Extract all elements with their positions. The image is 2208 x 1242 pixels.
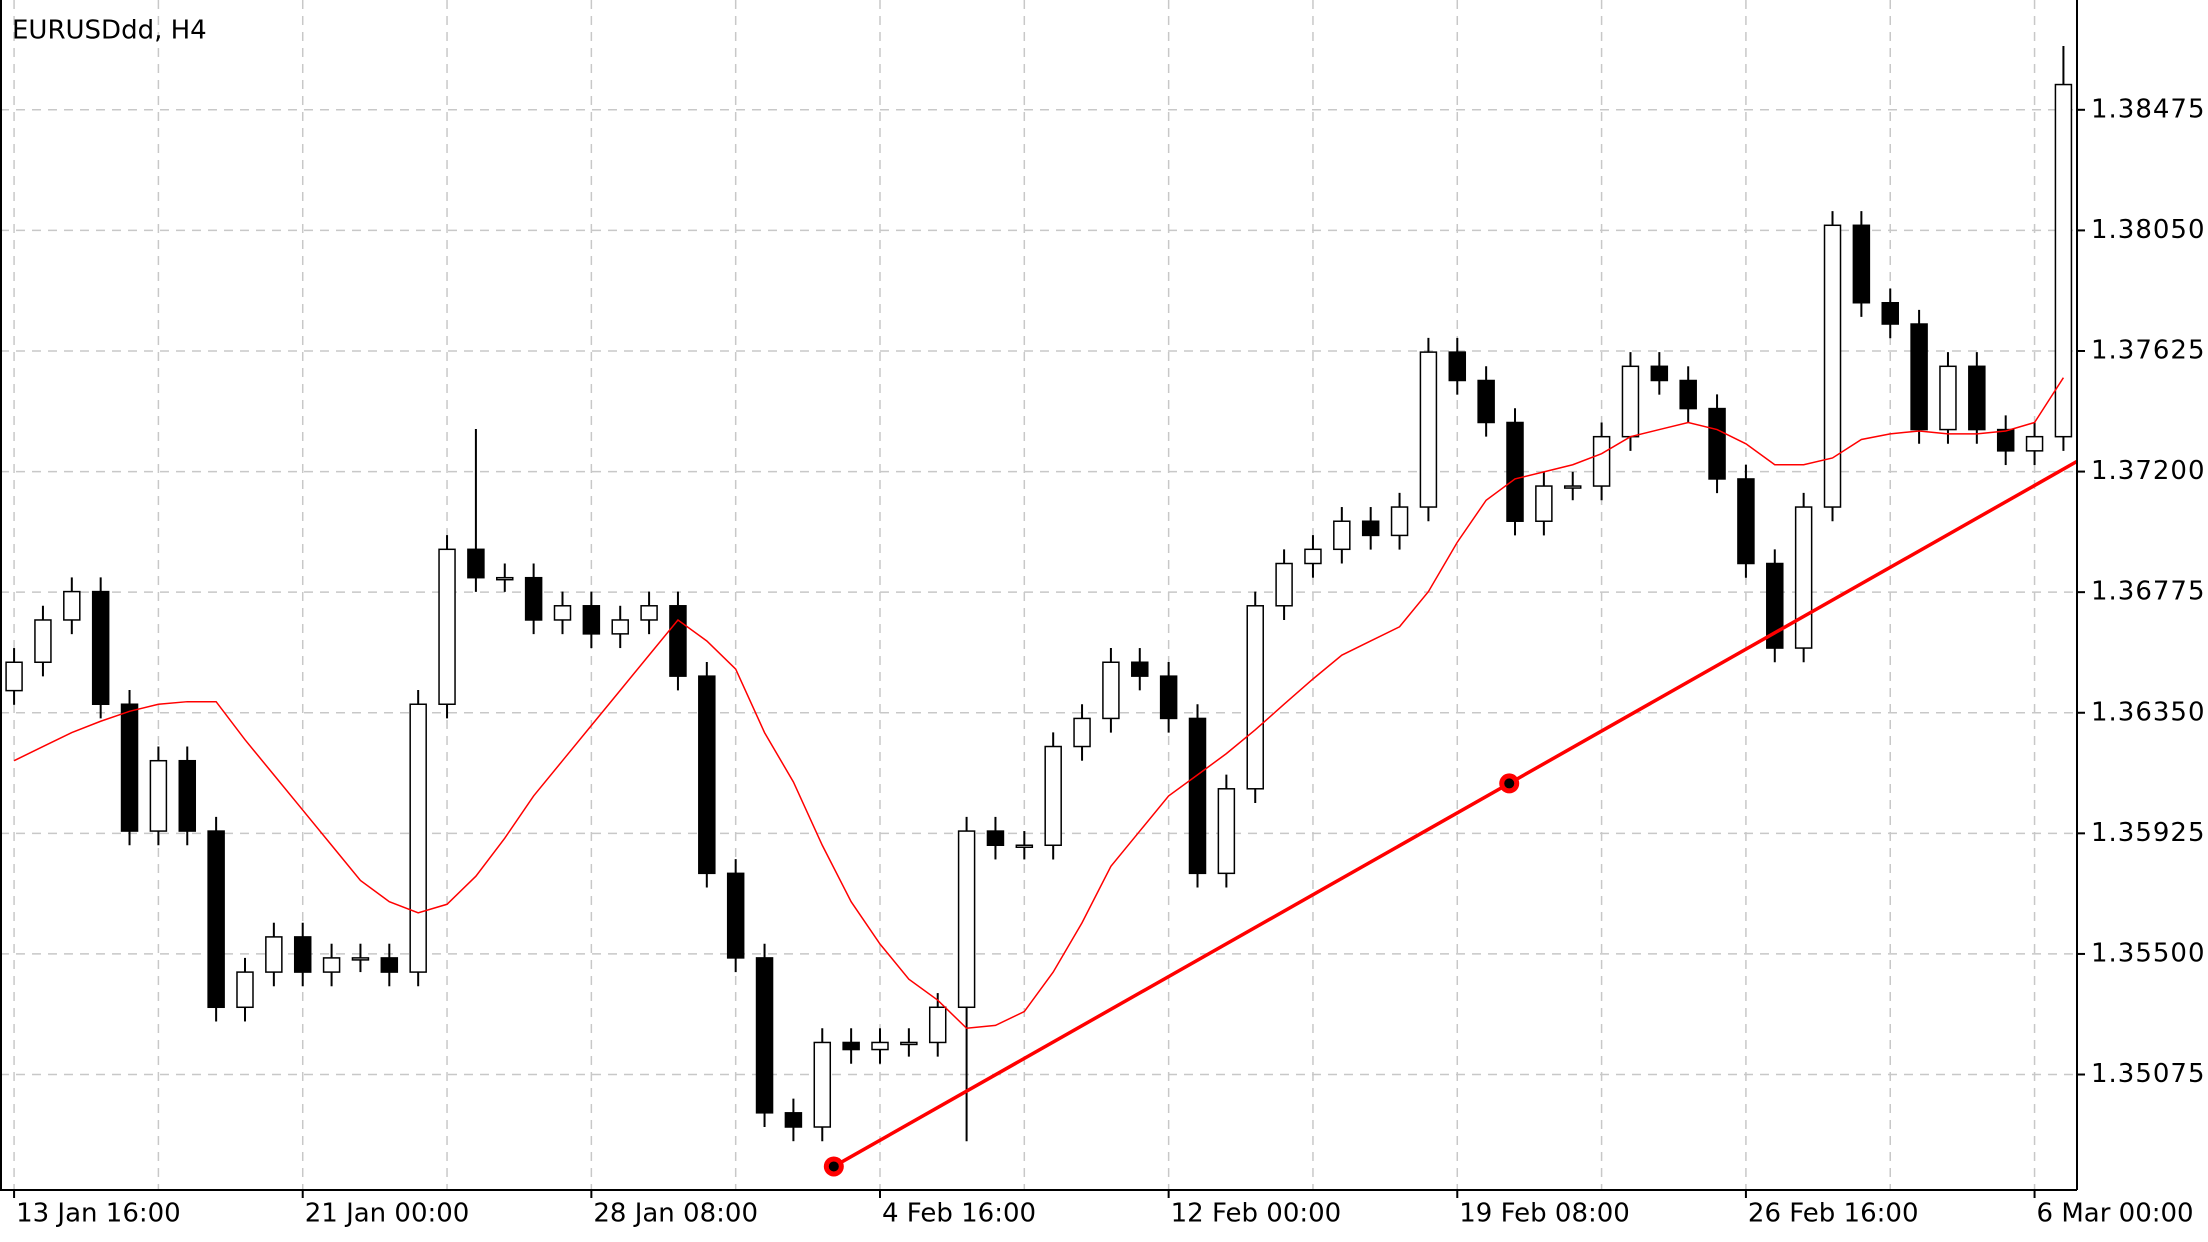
candle-body — [322, 957, 341, 973]
x-tick-label: 21 Jan 00:00 — [305, 1199, 470, 1229]
candle-body — [611, 619, 629, 635]
y-tick-label: 1.38475 — [2091, 94, 2206, 124]
candle-body — [582, 605, 601, 635]
candle-body — [1015, 844, 1034, 849]
candle-body — [120, 703, 139, 832]
candle-body — [1823, 224, 1842, 508]
candle-body — [438, 548, 456, 705]
candle-body — [1621, 365, 1640, 438]
candle-body — [1188, 717, 1207, 875]
candle-body — [1304, 548, 1322, 565]
candle-body — [380, 957, 399, 973]
candle-body — [1246, 605, 1264, 790]
x-tick-label: 19 Feb 08:00 — [1459, 1199, 1630, 1229]
candle-body — [755, 957, 774, 1114]
candle-body — [2025, 435, 2044, 452]
candle-body — [2054, 83, 2073, 438]
candle-body — [1852, 224, 1871, 304]
candle-body — [1073, 717, 1091, 748]
candle-body — [1131, 661, 1149, 677]
candle-body — [1737, 478, 1755, 565]
candle-body — [986, 830, 1005, 847]
y-tick-label: 1.37625 — [2091, 335, 2206, 365]
trendline-anchor-dot — [828, 1161, 839, 1172]
candle-body — [1679, 379, 1697, 410]
candle-body — [957, 830, 976, 1009]
candle-body — [1881, 301, 1899, 325]
candle-body — [1766, 562, 1784, 649]
candle-body — [1996, 428, 2015, 452]
candle-body — [91, 590, 110, 705]
x-tick-label: 26 Feb 16:00 — [1748, 1199, 1919, 1229]
x-tick-label: 28 Jan 08:00 — [593, 1199, 758, 1229]
candle-body — [524, 576, 543, 621]
candle-body — [207, 830, 225, 1009]
y-tick-label: 1.36775 — [2091, 577, 2206, 607]
y-tick-label: 1.35500 — [2091, 938, 2206, 968]
y-tick-label: 1.38050 — [2091, 215, 2206, 245]
candle-body — [698, 675, 716, 875]
chart-title: EURUSDdd, H4 — [12, 16, 207, 46]
candle-body — [178, 759, 197, 832]
candle-body — [409, 703, 427, 973]
y-tick-label: 1.37200 — [2091, 456, 2206, 486]
candle-body — [784, 1112, 803, 1128]
candle-body — [669, 605, 687, 677]
candle-body — [496, 576, 514, 581]
candle-body — [1419, 351, 1438, 508]
candle-body — [1535, 485, 1553, 522]
candle-body — [842, 1041, 860, 1051]
candle-body — [1390, 506, 1409, 537]
candle-body — [1939, 365, 1957, 431]
candle-body — [1506, 421, 1524, 522]
y-tick-label: 1.35075 — [2091, 1059, 2206, 1089]
plot-area — [5, 45, 2078, 1177]
candle-body — [813, 1041, 832, 1128]
candle-body — [1563, 485, 1582, 489]
candle-body — [640, 605, 658, 621]
x-tick-label: 12 Feb 00:00 — [1171, 1199, 1342, 1229]
candle-body — [34, 619, 52, 663]
x-tick-label: 6 Mar 00:00 — [2037, 1199, 2194, 1229]
candle-body — [236, 971, 254, 1009]
candle-body — [1968, 365, 1986, 431]
candle-body — [1448, 351, 1467, 382]
candle-body — [63, 590, 81, 621]
candle-body — [1477, 379, 1495, 424]
candle-body — [351, 957, 370, 961]
candle-body — [1044, 745, 1062, 847]
y-tick-label: 1.35925 — [2091, 818, 2206, 848]
candle-body — [553, 605, 572, 621]
trendline-anchor-dot — [1504, 778, 1515, 789]
candle-body — [1159, 675, 1178, 720]
trendline — [832, 459, 2078, 1168]
candle-body — [1708, 407, 1726, 480]
candle-body — [265, 936, 283, 973]
candle-body — [5, 661, 23, 692]
candle-body — [467, 548, 485, 579]
candle-body — [1333, 520, 1351, 551]
candle-body — [1592, 435, 1611, 487]
candle-body — [293, 936, 312, 973]
candle-body — [871, 1041, 889, 1051]
candle-body — [1102, 661, 1120, 720]
moving-average-line — [13, 377, 2065, 1030]
candle-body — [1794, 506, 1813, 649]
candle-body — [1217, 788, 1236, 875]
candle-body — [149, 759, 168, 832]
x-tick-label: 4 Feb 16:00 — [882, 1199, 1036, 1229]
candle-body — [1910, 323, 1928, 431]
candle-body — [1361, 520, 1380, 537]
candle-body — [900, 1041, 918, 1046]
candle-body — [928, 1006, 947, 1044]
candle-body — [1275, 562, 1293, 607]
candle-body — [726, 872, 745, 959]
y-tick-label: 1.36350 — [2091, 697, 2206, 727]
candle-body — [1650, 365, 1669, 382]
x-tick-label: 13 Jan 16:00 — [16, 1199, 181, 1229]
